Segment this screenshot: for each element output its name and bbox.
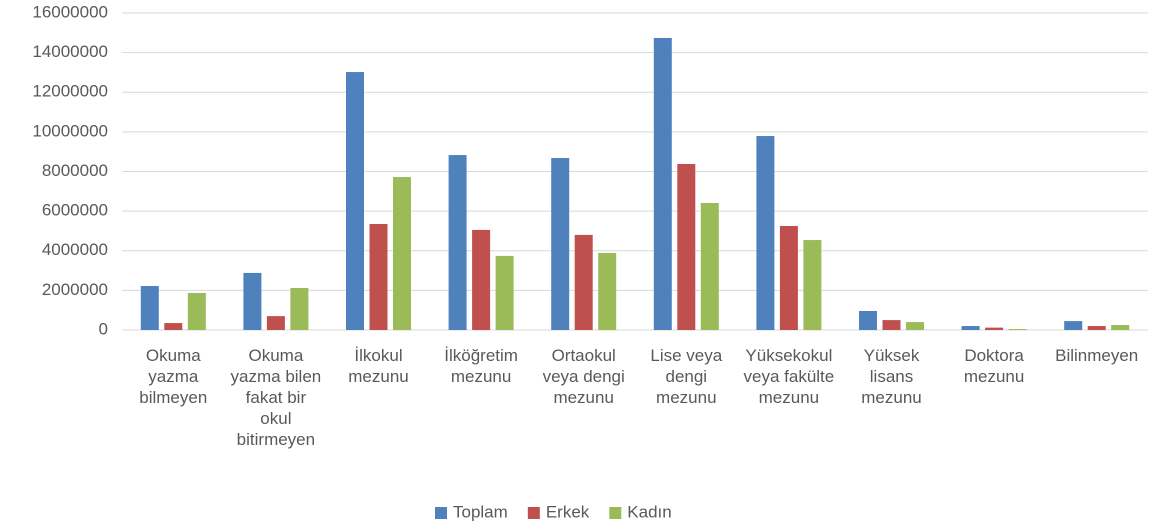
- legend-swatch: [435, 507, 447, 519]
- x-tick-label: Lise veya dengi mezunu: [650, 346, 723, 407]
- x-tick-label: Yüksek lisans mezunu: [861, 346, 922, 407]
- y-tick-label: 14000000: [32, 42, 108, 61]
- bar: [961, 326, 980, 330]
- y-tick-label: 2000000: [42, 280, 108, 299]
- x-tick-label: Ortaokul veya dengi mezunu: [542, 346, 625, 407]
- legend-swatch: [609, 507, 622, 519]
- y-tick-label: 8000000: [42, 161, 108, 180]
- legend-label: Erkek: [546, 502, 590, 521]
- bar: [1008, 329, 1027, 330]
- bar: [164, 323, 183, 330]
- y-tick-label: 10000000: [32, 121, 108, 140]
- legend-label: Toplam: [453, 502, 508, 521]
- bar: [653, 37, 672, 331]
- bar: [290, 287, 309, 330]
- x-tick-label: Okuma yazma bilmeyen: [139, 346, 208, 407]
- bar: [700, 203, 719, 330]
- x-tick-label: İlkokul mezunu: [348, 346, 409, 386]
- y-tick-label: 0: [99, 319, 108, 338]
- bar: [677, 163, 696, 330]
- bar: [495, 255, 514, 330]
- y-tick-label: 16000000: [32, 2, 108, 21]
- bar: [756, 136, 775, 330]
- bar: [882, 320, 901, 330]
- legend-label: Kadın: [627, 502, 671, 521]
- legend-swatch: [527, 507, 540, 519]
- x-tick-label: Bilinmeyen: [1055, 346, 1139, 365]
- x-tick-label: Okuma yazma bilen fakat bir okul bitirme…: [230, 346, 322, 449]
- bar: [551, 158, 570, 330]
- bar: [448, 155, 467, 330]
- x-tick-label: Yüksekokul veya fakülte mezunu: [743, 346, 835, 407]
- bar: [1064, 321, 1083, 330]
- y-tick-label: 6000000: [42, 201, 108, 220]
- bar: [187, 292, 206, 330]
- x-tick-label: İlköğretim mezunu: [444, 346, 518, 386]
- bar: [140, 286, 159, 330]
- bar: [779, 225, 798, 330]
- bar: [243, 272, 262, 330]
- y-tick-label: 12000000: [32, 82, 108, 101]
- bar: [803, 240, 822, 330]
- bar: [472, 229, 491, 330]
- bar: [393, 177, 411, 330]
- bar: [1087, 326, 1106, 330]
- bar: [985, 327, 1004, 330]
- bar: [859, 310, 877, 330]
- x-tick-label: Doktora mezunu: [963, 346, 1025, 386]
- bar: [369, 224, 388, 330]
- bar: [346, 72, 364, 330]
- bar: [598, 252, 617, 330]
- bar: [1111, 325, 1130, 330]
- y-tick-label: 4000000: [42, 240, 108, 259]
- bar: [266, 316, 285, 330]
- bar: [906, 322, 924, 330]
- bar: [574, 234, 593, 330]
